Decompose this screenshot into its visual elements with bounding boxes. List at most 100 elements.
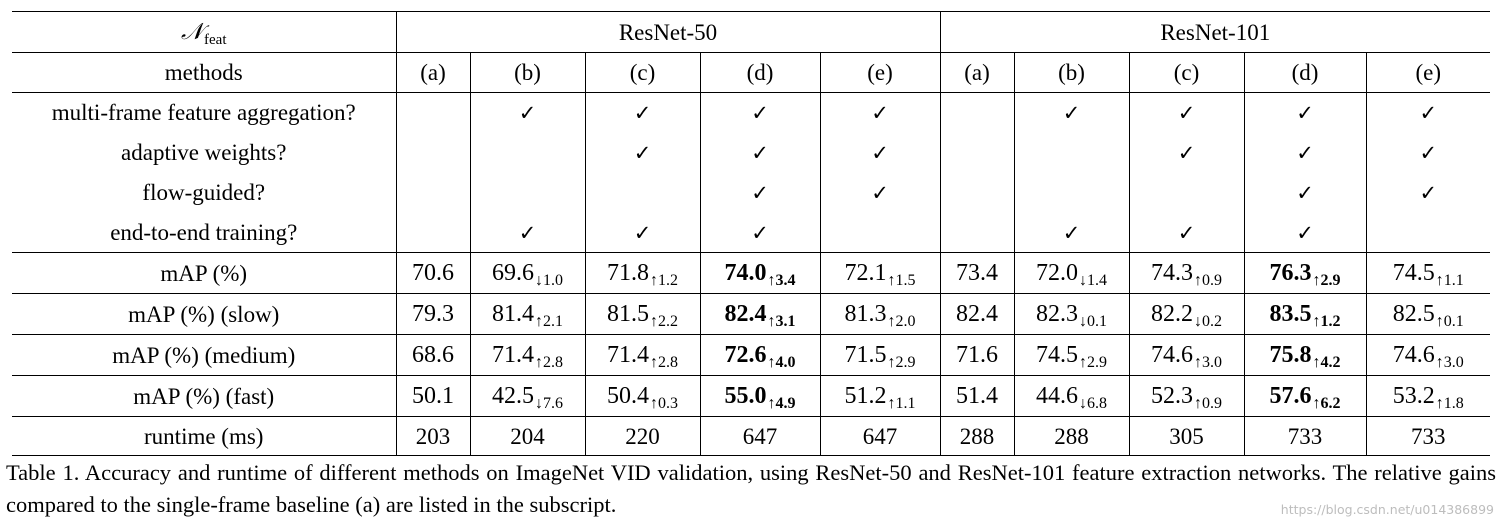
metric-gain: ↓7.6 [535,395,563,412]
flag-cell [1366,213,1490,253]
metric-cell: 82.2↓0.2 [1129,293,1245,335]
checkmark-icon: ✓ [518,220,537,245]
metric-gain: ↓0.1 [1079,313,1107,330]
method-label: (d) [700,52,821,93]
flag-cell: ✓ [470,92,586,133]
flag-cell: ✓ [1129,132,1245,173]
metric-gain: ↑6.2 [1312,395,1341,412]
flag-cell [940,92,1015,133]
metric-value: 44.6 [1036,383,1078,409]
metric-gain: ↓1.4 [1079,272,1107,289]
flag-row: flow-guided? ✓ ✓ ✓ ✓ [12,172,1490,213]
flag-cell: ✓ [1244,92,1367,133]
metric-value: 72.0 [1036,260,1078,286]
group-header-resnet50: ResNet-50 [396,11,941,53]
metric-gain: ↑1.5 [887,272,916,289]
flag-cell: ✓ [820,132,941,173]
metric-cell: 71.4↑2.8 [470,334,586,376]
runtime-cell: 288 [940,416,1015,456]
checkmark-icon: ✓ [751,181,769,205]
metric-value: 73.4 [956,260,998,286]
metric-gain: ↓1.0 [535,272,563,289]
metric-cell: 74.3↑0.9 [1129,252,1245,294]
nfeat-subscript: feat [204,32,227,48]
flag-cell: ✓ [1366,173,1490,213]
checkmark-icon: ✓ [871,141,889,165]
method-label: (b) [470,52,586,93]
metric-value: 71.4 [607,342,649,368]
metric-row: mAP (%) (medium) 68.6 71.4↑2.8 71.4↑2.8 72.6… [12,334,1491,376]
metric-cell: 74.0↑3.4 [700,252,821,294]
runtime-row: runtime (ms) 203 204 220 647 647 288 288 305 733 7… [12,416,1491,456]
checkmark-icon: ✓ [1177,220,1196,245]
metric-value: 42.5 [492,383,534,409]
metric-value: 50.4 [607,383,649,409]
method-label: (d) [1244,52,1367,93]
watermark: https://blog.csdn.net/u014386899 [1280,502,1494,517]
method-label: (c) [585,52,701,93]
metric-value: 71.5 [844,342,887,368]
metric-cell: 75.8↑4.2 [1244,334,1367,376]
checkmark-icon: ✓ [633,220,652,245]
checkmark-icon: ✓ [1296,141,1314,165]
metric-cell: 72.6↑4.0 [700,334,821,376]
metric-value: 75.8 [1269,342,1312,368]
flag-cell [470,132,586,173]
methods-label: methods [12,52,397,93]
metric-value: 74.3 [1151,260,1193,286]
checkmark-icon: ✓ [633,101,652,126]
runtime-cell: 647 [820,416,941,456]
metric-gain: ↑3.0 [1435,354,1464,371]
metric-cell: 82.5↑0.1 [1366,293,1491,335]
metric-gain: ↑3.4 [767,272,796,289]
flag-cell [940,172,1015,213]
metric-gain: ↑3.0 [1194,354,1222,371]
metric-cell: 74.6↑3.0 [1129,334,1245,376]
metric-gain: ↑2.9 [1312,272,1341,289]
nfeat-header-cell: 𝒩feat [12,11,397,53]
metric-row: mAP (%) (fast) 50.1 42.5↓7.6 50.4↑0.3 55.0↑4… [12,375,1491,417]
metric-cell: 44.6↓6.8 [1014,375,1130,417]
metric-cell: 74.5↑1.1 [1366,252,1491,294]
flag-label: adaptive weights? [12,132,397,173]
checkmark-icon: ✓ [1062,220,1081,245]
metric-cell: 79.3 [396,293,471,335]
flag-cell: ✓ [1366,92,1491,133]
metric-label: mAP (%) [12,252,397,294]
checkmark-icon: ✓ [1062,101,1081,126]
flag-cell [940,212,1015,253]
checkmark-icon: ✓ [871,101,889,126]
metric-cell: 83.5↑1.2 [1244,293,1367,335]
checkmark-icon: ✓ [751,101,769,126]
runtime-cell: 220 [585,416,701,456]
metric-row: mAP (%) 70.6 69.6↓1.0 71.8↑1.2 74.0↑3.4 72.1↑… [12,252,1491,294]
metric-value: 74.5 [1036,342,1078,368]
metric-cell: 53.2↑1.8 [1366,375,1491,417]
flag-cell [820,212,941,253]
method-label: (e) [820,52,941,93]
metric-gain: ↑1.8 [1435,395,1464,412]
metric-cell: 74.5↑2.9 [1014,334,1130,376]
methods-row: methods (a) (b) (c) (d) (e) (a) (b) (c) (d) (e) [12,52,1491,93]
metric-value: 69.6 [492,260,534,286]
checkmark-icon: ✓ [1177,141,1196,165]
method-label: (a) [940,52,1015,93]
metric-gain: ↑1.2 [650,272,678,289]
metric-value: 79.3 [412,301,454,327]
metric-cell: 74.6↑3.0 [1366,334,1491,376]
metric-cell: 42.5↓7.6 [470,375,586,417]
metric-value: 72.1 [844,260,887,286]
checkmark-icon: ✓ [518,101,537,126]
flag-cell: ✓ [1244,172,1367,213]
checkmark-icon: ✓ [1177,101,1196,126]
metric-value: 81.4 [492,301,534,327]
flag-cell: ✓ [700,212,821,253]
checkmark-icon: ✓ [633,141,652,165]
metric-gain: ↑2.8 [650,354,678,371]
metric-value: 82.3 [1036,301,1078,327]
metric-cell: 73.4 [940,252,1015,294]
metric-value: 70.6 [412,260,454,286]
flag-cell [396,212,471,253]
flag-row: adaptive weights? ✓ ✓ ✓ ✓ ✓ ✓ [12,132,1490,173]
checkmark-icon: ✓ [751,220,769,245]
